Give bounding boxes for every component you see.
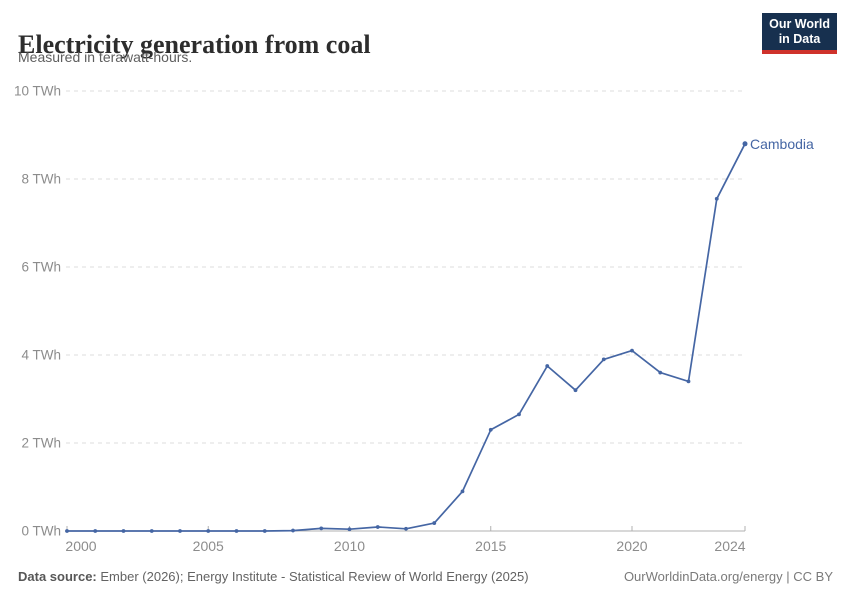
x-tick-label: 2020 — [616, 538, 647, 554]
logo-line-2: in Data — [778, 32, 821, 46]
data-point[interactable] — [234, 529, 239, 533]
data-point[interactable] — [630, 348, 634, 353]
logo-line-1: Our World — [769, 17, 830, 31]
data-point[interactable] — [404, 526, 408, 531]
data-point[interactable] — [686, 379, 691, 384]
y-tick-label: 0 TWh — [21, 524, 61, 539]
x-tick-label: 2010 — [334, 538, 365, 554]
y-tick-label: 6 TWh — [21, 260, 61, 275]
data-point[interactable] — [121, 529, 126, 533]
data-point[interactable] — [149, 529, 154, 533]
data-point[interactable] — [601, 357, 606, 362]
data-point[interactable] — [545, 364, 550, 368]
footer-link[interactable]: OurWorldinData.org/energy | CC BY — [623, 569, 833, 584]
data-point[interactable] — [319, 526, 324, 531]
data-point[interactable] — [65, 529, 69, 533]
data-source-text: Ember (2026); Energy Institute - Statist… — [100, 569, 529, 584]
data-point[interactable] — [291, 528, 295, 533]
data-point[interactable] — [262, 529, 267, 533]
data-source: Data source: Ember (2026); Energy Instit… — [18, 569, 529, 584]
x-tick-label: 2015 — [475, 538, 506, 554]
data-point[interactable] — [178, 529, 182, 533]
y-tick-label: 2 TWh — [21, 436, 61, 451]
data-line — [66, 142, 746, 532]
data-point[interactable] — [517, 412, 521, 417]
x-tick-label: 2005 — [193, 538, 224, 554]
page-subtitle: Measured in terawatt-hours. — [18, 49, 193, 65]
y-tick-label: 10 TWh — [14, 84, 61, 99]
y-tick-label: 8 TWh — [21, 172, 61, 187]
data-point[interactable] — [460, 489, 465, 494]
data-point[interactable] — [206, 529, 211, 533]
data-point[interactable] — [488, 427, 493, 432]
series-label-cambodia[interactable]: Cambodia — [750, 136, 814, 152]
x-tick-label: 2000 — [65, 538, 96, 554]
data-point-terminal[interactable] — [742, 141, 748, 147]
data-point[interactable] — [347, 527, 352, 532]
data-point[interactable] — [658, 370, 663, 375]
data-point[interactable] — [93, 529, 98, 533]
y-tick-label: 4 TWh — [21, 348, 61, 363]
data-point[interactable] — [573, 388, 578, 393]
data-point[interactable] — [714, 196, 719, 201]
x-tick-label: 2024 — [714, 538, 745, 554]
page-title: Electricity generation from coal — [18, 30, 371, 60]
data-point[interactable] — [375, 525, 380, 529]
data-source-label: Data source: — [18, 569, 97, 584]
data-point[interactable] — [432, 521, 437, 525]
owid-logo[interactable]: Our World in Data — [762, 13, 837, 54]
